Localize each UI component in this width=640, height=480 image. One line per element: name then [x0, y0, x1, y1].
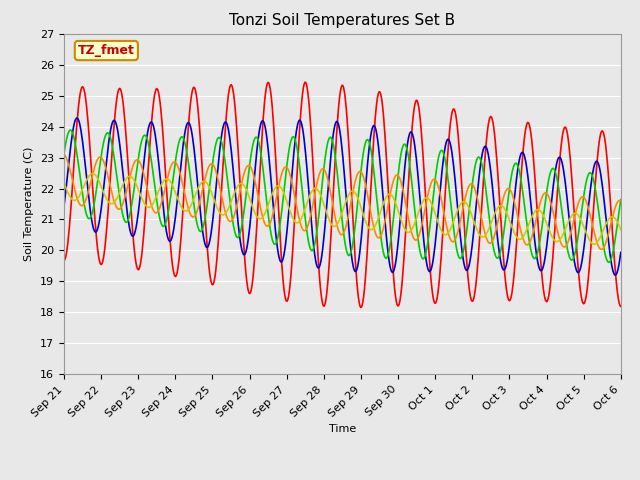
-2cm	[214, 251, 221, 257]
-32cm	[617, 227, 625, 232]
-4cm	[428, 267, 435, 273]
-2cm	[302, 79, 310, 85]
Line: -4cm: -4cm	[64, 118, 621, 275]
-4cm	[128, 233, 136, 239]
-16cm	[70, 184, 78, 190]
-8cm	[214, 135, 222, 141]
Line: -8cm: -8cm	[64, 130, 621, 262]
-32cm	[590, 241, 598, 247]
-32cm	[428, 200, 435, 205]
-16cm	[410, 236, 418, 241]
-8cm	[428, 213, 435, 219]
-4cm	[74, 115, 81, 121]
-2cm	[70, 159, 78, 165]
-16cm	[214, 174, 221, 180]
-2cm	[127, 212, 135, 217]
-4cm	[60, 203, 68, 209]
X-axis label: Time: Time	[329, 424, 356, 434]
Line: -2cm: -2cm	[64, 82, 621, 307]
-8cm	[71, 139, 79, 144]
-16cm	[617, 198, 625, 204]
-4cm	[70, 121, 78, 127]
-4cm	[185, 120, 193, 125]
Title: Tonzi Soil Temperatures Set B: Tonzi Soil Temperatures Set B	[229, 13, 456, 28]
-16cm	[184, 204, 192, 210]
-16cm	[598, 247, 605, 252]
-32cm	[70, 198, 78, 204]
-8cm	[128, 199, 136, 205]
-32cm	[128, 175, 136, 180]
-4cm	[617, 250, 625, 255]
-2cm	[412, 99, 419, 105]
-2cm	[60, 257, 68, 263]
-16cm	[426, 182, 434, 188]
-2cm	[428, 285, 436, 291]
-8cm	[67, 127, 74, 133]
-2cm	[617, 303, 625, 309]
Text: TZ_fmet: TZ_fmet	[78, 44, 135, 57]
-8cm	[617, 197, 625, 203]
-4cm	[411, 143, 419, 149]
-32cm	[60, 180, 68, 186]
-16cm	[127, 168, 135, 174]
Line: -32cm: -32cm	[64, 174, 621, 244]
-8cm	[60, 150, 68, 156]
-32cm	[89, 171, 97, 177]
-2cm	[356, 304, 364, 310]
-32cm	[214, 207, 222, 213]
-16cm	[60, 152, 68, 157]
Y-axis label: Soil Temperature (C): Soil Temperature (C)	[24, 147, 35, 261]
-32cm	[185, 206, 193, 212]
-32cm	[411, 220, 419, 226]
-4cm	[214, 163, 222, 168]
-8cm	[411, 208, 419, 214]
-8cm	[605, 259, 612, 265]
-2cm	[184, 130, 192, 136]
-8cm	[185, 162, 193, 168]
-4cm	[612, 272, 620, 278]
Line: -16cm: -16cm	[64, 155, 621, 250]
